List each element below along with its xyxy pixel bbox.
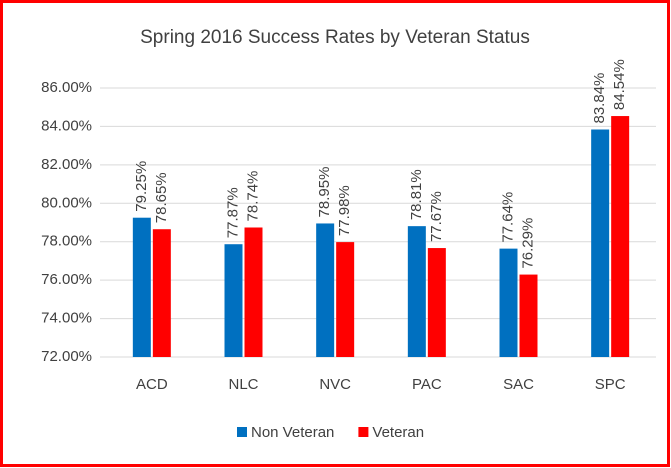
bar xyxy=(152,229,171,357)
legend-swatch xyxy=(358,427,369,437)
bar xyxy=(244,227,263,357)
legend-label: Veteran xyxy=(372,424,424,441)
bar xyxy=(591,129,610,357)
bar xyxy=(224,244,243,357)
data-label: 78.81% xyxy=(408,169,425,220)
y-tick-label: 72.00% xyxy=(41,348,92,365)
bar xyxy=(427,248,446,357)
x-tick-label: NVC xyxy=(319,376,351,393)
y-tick-label: 80.00% xyxy=(41,194,92,211)
x-tick-label: PAC xyxy=(412,376,442,393)
x-tick-label: NLC xyxy=(228,376,258,393)
bar xyxy=(132,217,151,357)
y-tick-label: 84.00% xyxy=(41,117,92,134)
data-label: 77.64% xyxy=(499,192,516,243)
x-tick-label: SPC xyxy=(595,376,626,393)
data-label: 84.54% xyxy=(611,59,628,110)
chart-title: Spring 2016 Success Rates by Veteran Sta… xyxy=(140,27,530,48)
data-label: 76.29% xyxy=(519,218,536,269)
y-tick-label: 74.00% xyxy=(41,310,92,327)
data-label: 79.25% xyxy=(133,161,150,212)
bar xyxy=(519,274,538,357)
data-label: 77.67% xyxy=(428,191,445,242)
y-tick-label: 78.00% xyxy=(41,233,92,250)
legend-label: Non Veteran xyxy=(251,424,334,441)
bar xyxy=(407,226,426,357)
bar xyxy=(499,248,518,357)
y-tick-label: 76.00% xyxy=(41,271,92,288)
bar xyxy=(336,242,355,357)
y-tick-label: 86.00% xyxy=(41,79,92,96)
bar xyxy=(611,116,630,357)
data-label: 77.87% xyxy=(224,187,241,238)
legend-swatch xyxy=(237,427,247,437)
data-label: 78.74% xyxy=(244,171,261,222)
x-tick-label: SAC xyxy=(503,376,534,393)
data-label: 78.95% xyxy=(316,167,333,218)
data-label: 83.84% xyxy=(591,73,608,124)
bar xyxy=(316,223,335,357)
data-label: 78.65% xyxy=(153,172,170,223)
y-tick-label: 82.00% xyxy=(41,156,92,173)
data-label: 77.98% xyxy=(336,185,353,236)
x-tick-label: ACD xyxy=(136,376,168,393)
